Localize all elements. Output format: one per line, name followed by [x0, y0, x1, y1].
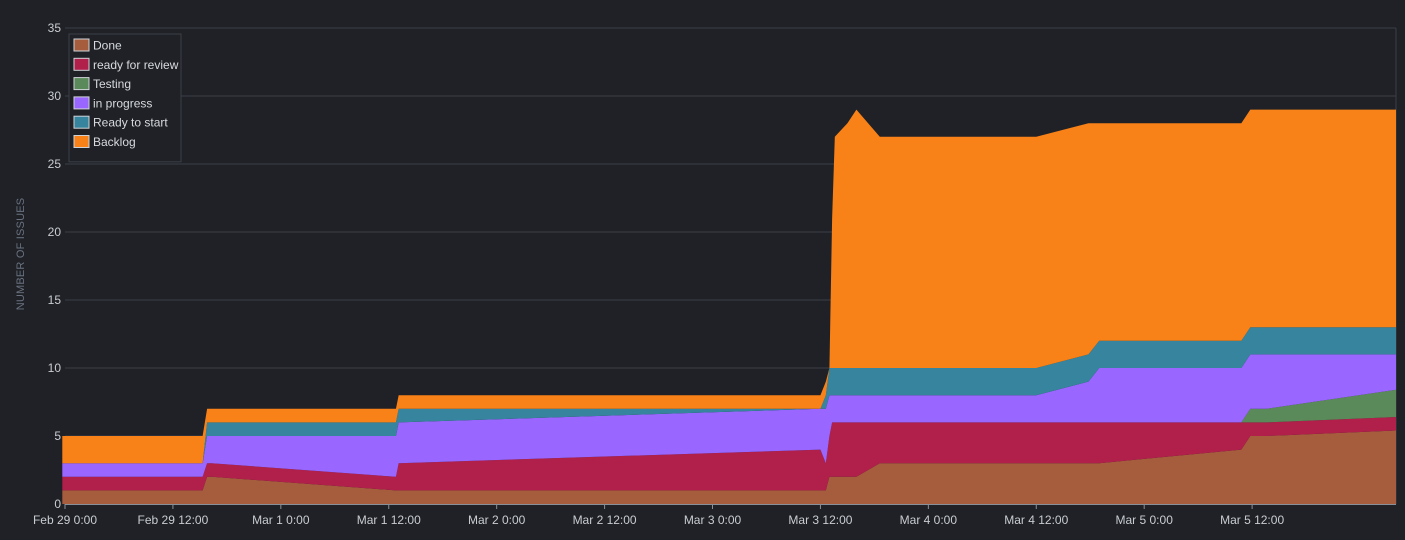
legend-swatch-backlog	[73, 135, 90, 148]
area-done	[62, 430, 1396, 504]
x-tick-label: Feb 29 0:00	[33, 513, 97, 527]
y-tick-label: 10	[48, 361, 62, 375]
x-tick-label: Mar 3 0:00	[684, 513, 742, 527]
area-ready-to-start	[62, 327, 1396, 464]
y-tick-label: 5	[54, 429, 61, 443]
area-backlog	[62, 109, 1396, 464]
y-tick-label: 15	[48, 293, 62, 307]
legend: Done ready for review Testing in progress Re…	[68, 33, 182, 163]
area-in-progress	[62, 354, 1396, 477]
x-tick-label: Mar 1 0:00	[252, 513, 310, 527]
axis-layer: 0 5 10 15 20 25 30 35 Feb 29 0:00 Feb 29 12:00 Mar…	[33, 21, 1396, 527]
legend-label-testing: Testing	[93, 77, 131, 91]
legend-swatch-done	[73, 38, 90, 52]
x-tick-label: Mar 1 12:00	[357, 513, 421, 527]
x-tick-label: Mar 4 0:00	[900, 513, 958, 527]
area-ready-for-review	[62, 416, 1396, 491]
x-tick-label: Mar 5 0:00	[1116, 513, 1174, 527]
x-tick-label: Mar 3 12:00	[788, 513, 852, 527]
legend-swatch-ready-to-start	[73, 115, 90, 129]
y-tick-label: 35	[48, 21, 62, 35]
area-layer	[62, 109, 1396, 504]
y-tick-label: 25	[48, 157, 62, 171]
y-tick-label: 30	[48, 89, 62, 103]
x-tick-label: Feb 29 12:00	[138, 513, 209, 527]
legend-label-backlog: Backlog	[93, 135, 136, 149]
legend-swatch-in-progress	[73, 96, 90, 110]
y-axis-label: NUMBER OF ISSUES	[15, 198, 27, 311]
x-tick-label: Mar 4 12:00	[1004, 513, 1068, 527]
legend-swatch-testing	[73, 77, 90, 91]
y-tick-label: 0	[54, 497, 61, 511]
legend-label-done: Done	[93, 39, 122, 53]
x-tick-label: Mar 2 12:00	[573, 513, 637, 527]
legend-label-ready-for-review: ready for review	[93, 58, 179, 72]
x-tick-label: Mar 5 12:00	[1220, 513, 1284, 527]
y-tick-label: 20	[48, 225, 62, 239]
legend-label-ready-to-start: Ready to start	[93, 116, 168, 130]
legend-swatch-ready-for-review	[73, 57, 90, 71]
legend-label-in-progress: in progress	[93, 96, 152, 110]
x-tick-label: Mar 2 0:00	[468, 513, 526, 527]
